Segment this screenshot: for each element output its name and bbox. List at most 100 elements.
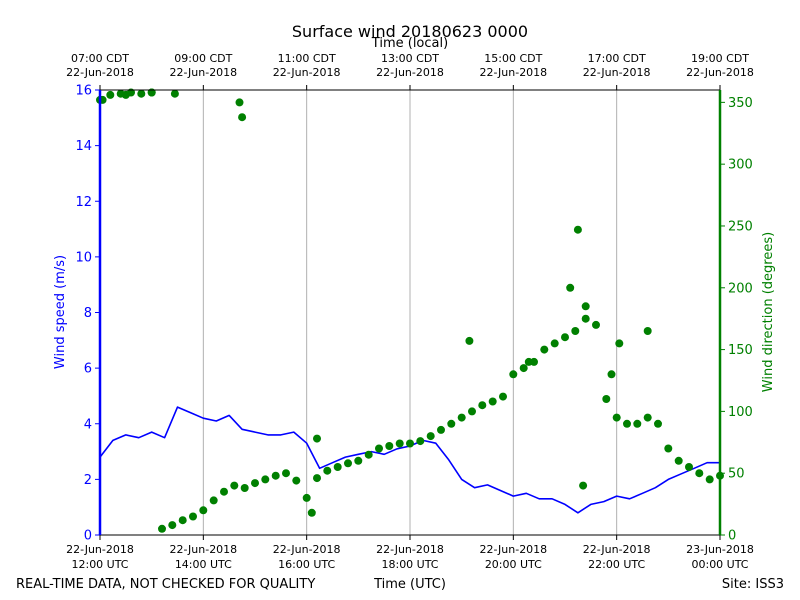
x-tick-label-date: 22-Jun-2018 xyxy=(583,543,651,556)
x2-tick-label-time: 13:00 CDT xyxy=(381,52,439,65)
top-axis-label: Time (local) xyxy=(371,36,448,51)
y2-tick-label: 250 xyxy=(728,219,753,234)
wind-direction-series xyxy=(96,88,724,533)
wind-direction-point xyxy=(592,320,600,329)
wind-direction-point xyxy=(375,444,383,453)
wind-direction-point xyxy=(292,476,301,485)
wind-direction-point xyxy=(261,475,270,484)
wind-direction-point xyxy=(344,459,352,468)
wind-direction-point xyxy=(395,439,404,448)
wind-direction-point xyxy=(457,413,466,422)
wind-direction-point xyxy=(623,419,631,428)
x-tick-label-date: 22-Jun-2018 xyxy=(169,543,237,556)
wind-direction-point xyxy=(426,432,435,441)
y-tick-label: 8 xyxy=(84,306,92,321)
wind-direction-point xyxy=(664,444,673,453)
x-tick-label-date: 22-Jun-2018 xyxy=(66,543,134,556)
wind-direction-point xyxy=(220,487,228,496)
x2-tick-label-time: 07:00 CDT xyxy=(71,52,129,65)
wind-direction-point xyxy=(106,90,115,99)
x2-tick-label-time: 17:00 CDT xyxy=(588,52,646,65)
wind-direction-point xyxy=(251,479,259,488)
x2-tick-label-date: 22-Jun-2018 xyxy=(66,66,134,79)
wind-direction-point xyxy=(333,463,342,471)
wind-direction-point xyxy=(313,434,321,443)
y2-tick-label: 50 xyxy=(728,467,745,482)
wind-direction-point xyxy=(478,401,487,410)
x-tick-label-time: 16:00 UTC xyxy=(278,558,335,571)
ticks: 0 2 4 6 8 10 12 14 16 0 50 100 150 200 250 300 350 22-Jun… xyxy=(66,52,754,571)
wind-direction-point xyxy=(607,370,616,379)
wind-direction-point xyxy=(519,364,528,373)
x2-tick-label-time: 15:00 CDT xyxy=(484,52,542,65)
x2-tick-label-date: 22-Jun-2018 xyxy=(273,66,341,79)
wind-direction-point xyxy=(158,524,166,533)
wind-direction-point xyxy=(468,407,476,416)
site-label: Site: ISS3 xyxy=(722,577,784,592)
wind-direction-point xyxy=(465,336,474,345)
y-tick-label: 10 xyxy=(75,250,92,265)
wind-direction-point xyxy=(189,512,197,521)
wind-direction-point xyxy=(230,481,239,490)
y2-tick-label: 200 xyxy=(728,281,753,296)
y-tick-label: 4 xyxy=(84,417,92,432)
wind-direction-point xyxy=(602,395,611,403)
x2-tick-label-time: 11:00 CDT xyxy=(278,52,336,65)
wind-direction-point xyxy=(282,469,290,478)
y2-tick-label: 350 xyxy=(728,96,753,111)
chart-title: Surface wind 20180623 0000 xyxy=(292,22,528,41)
wind-direction-point xyxy=(437,425,445,434)
quality-disclaimer: REAL-TIME DATA, NOT CHECKED FOR QUALITY xyxy=(16,577,315,592)
wind-direction-point xyxy=(385,442,394,450)
wind-direction-point xyxy=(633,419,642,428)
wind-direction-point xyxy=(566,283,575,292)
wind-direction-point xyxy=(170,89,179,98)
x2-tick-label-date: 22-Jun-2018 xyxy=(376,66,444,79)
y-tick-label: 2 xyxy=(84,473,92,488)
wind-direction-point xyxy=(168,521,177,530)
y2-tick-label: 150 xyxy=(728,343,753,358)
x-tick-label-date: 22-Jun-2018 xyxy=(376,543,444,556)
wind-direction-point xyxy=(561,333,569,342)
wind-direction-point xyxy=(571,327,580,335)
wind-direction-point xyxy=(499,392,507,401)
wind-direction-point xyxy=(573,225,582,234)
y-axis-label: Wind speed (m/s) xyxy=(53,255,68,369)
x2-tick-label-date: 22-Jun-2018 xyxy=(169,66,237,79)
x-tick-label-time: 22:00 UTC xyxy=(588,558,645,571)
wind-direction-point xyxy=(199,506,208,515)
x2-tick-label-date: 22-Jun-2018 xyxy=(479,66,547,79)
x-axis-label: Time (UTC) xyxy=(373,577,446,592)
wind-direction-point xyxy=(509,370,518,379)
gridlines xyxy=(202,90,618,535)
wind-direction-point xyxy=(695,469,704,478)
wind-direction-point xyxy=(581,302,590,311)
wind-direction-point xyxy=(416,437,425,446)
wind-direction-point xyxy=(271,471,280,480)
x-tick-label-time: 12:00 UTC xyxy=(71,558,128,571)
y-tick-label: 6 xyxy=(84,362,92,377)
x2-tick-label-date: 22-Jun-2018 xyxy=(686,66,754,79)
wind-direction-point xyxy=(643,413,652,422)
y2-tick-label: 0 xyxy=(728,529,736,544)
wind-direction-point xyxy=(674,456,683,465)
y2-axis-label: Wind direction (degrees) xyxy=(761,232,776,392)
wind-direction-point xyxy=(579,481,588,490)
y2-tick-label: 300 xyxy=(728,158,753,173)
x-tick-label-time: 00:00 UTC xyxy=(691,558,748,571)
wind-direction-point xyxy=(121,90,130,99)
wind-direction-point xyxy=(354,456,363,465)
wind-direction-point xyxy=(643,327,652,335)
x-tick-label-time: 20:00 UTC xyxy=(485,558,542,571)
y-tick-label: 14 xyxy=(75,139,92,154)
wind-direction-point xyxy=(685,463,693,471)
wind-direction-point xyxy=(178,516,187,525)
wind-direction-point xyxy=(313,474,321,483)
y2-tick-label: 100 xyxy=(728,405,753,420)
wind-direction-point xyxy=(302,493,311,502)
wind-direction-point xyxy=(612,413,621,422)
wind-direction-point xyxy=(209,496,218,505)
x-tick-label-date: 22-Jun-2018 xyxy=(479,543,547,556)
y-tick-label: 12 xyxy=(75,195,92,210)
